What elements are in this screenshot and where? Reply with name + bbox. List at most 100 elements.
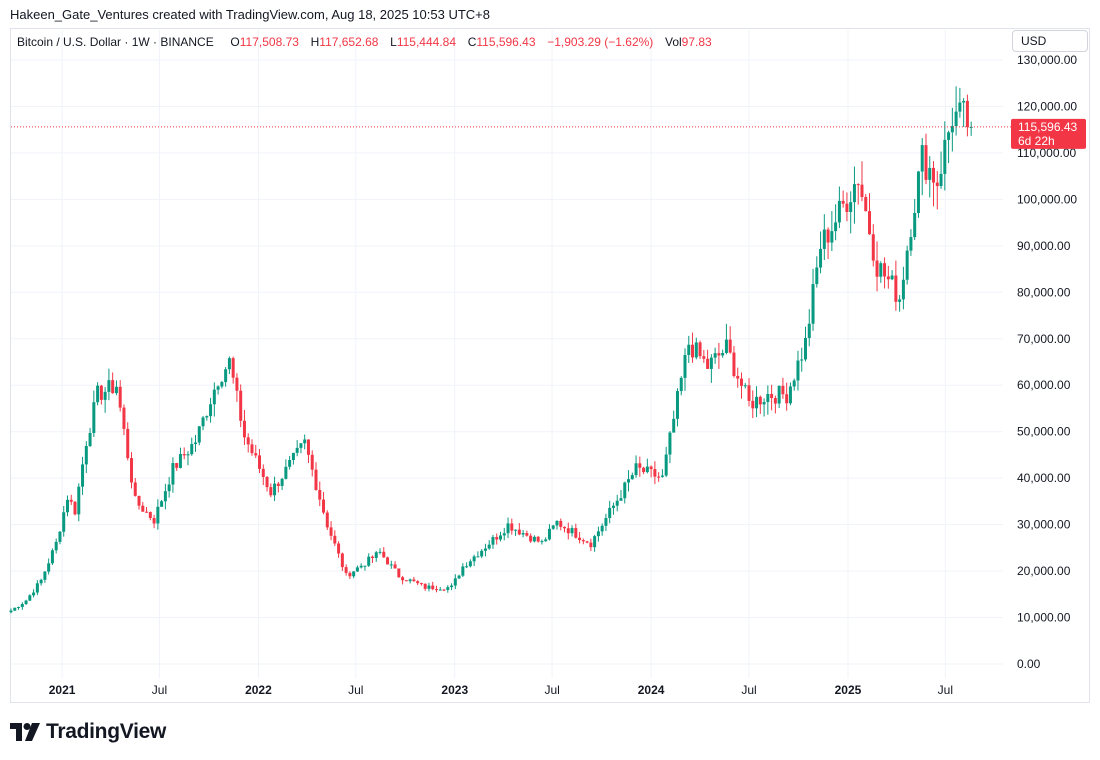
candle-body [446, 587, 450, 590]
time-tick-label: 2025 [835, 683, 862, 697]
candle-body [777, 385, 781, 404]
close-key: C [467, 35, 477, 49]
time-tick-label: 2022 [245, 683, 272, 697]
candle-body [472, 556, 476, 562]
price-tick-label: 10,000.00 [1017, 611, 1071, 625]
candle-body [563, 526, 567, 529]
candle-body [434, 589, 438, 591]
candle-body [306, 439, 310, 455]
candle-body [657, 476, 661, 478]
candle-body [224, 369, 228, 383]
candle-body [194, 442, 198, 445]
candle-body [758, 396, 762, 405]
candle-body [785, 394, 789, 404]
candle-body [476, 556, 480, 558]
candle-body [901, 279, 905, 300]
candle-body [137, 495, 141, 506]
candle-body [386, 557, 390, 565]
candle-body [412, 579, 416, 582]
candle-body [209, 404, 213, 417]
candle-body [389, 564, 393, 566]
candle-body [20, 603, 24, 608]
time-tick-label: Jul [938, 683, 953, 697]
candle-body [800, 359, 804, 361]
candle-body [340, 553, 344, 568]
candle-body [913, 213, 917, 238]
open-value: 117,508.73 [239, 35, 299, 49]
candle-body [536, 536, 540, 542]
candle-body [295, 447, 299, 453]
candle-body [73, 501, 77, 515]
candle-body [694, 342, 698, 358]
candle-body [611, 505, 615, 508]
candle-body [175, 463, 179, 468]
candle-body [401, 577, 405, 581]
candle-body [442, 589, 446, 591]
candle-body [683, 355, 687, 378]
candle-body [717, 353, 721, 356]
candle-body [314, 469, 318, 490]
candle-body [660, 475, 664, 477]
candle-body [532, 536, 536, 542]
tradingview-logo[interactable]: TradingView [10, 718, 166, 746]
candle-body [721, 353, 725, 356]
candle-body [510, 523, 514, 531]
candle-body [619, 498, 623, 501]
close-value: 115,596.43 [476, 35, 536, 49]
candle-body [288, 459, 292, 467]
candle-body [589, 542, 593, 548]
candle-body [736, 375, 740, 379]
candle-body [235, 377, 239, 391]
candle-body [815, 267, 819, 285]
candle-body [615, 500, 619, 506]
candle-body [559, 520, 563, 527]
candle-body [724, 339, 728, 354]
attribution-bar: Hakeen_Gate_Ventures created with Tradin… [0, 0, 1100, 28]
price-tick-label: 110,000.00 [1017, 146, 1076, 160]
candle-body [9, 610, 13, 613]
candle-body [404, 580, 408, 582]
candle-body [920, 145, 924, 172]
candle-body [521, 533, 525, 535]
open-key: O [230, 35, 240, 49]
candle-body [939, 173, 943, 187]
candle-body [555, 520, 559, 526]
candle-body [675, 391, 679, 419]
candle-body [596, 531, 600, 537]
time-tick-label: 2023 [441, 683, 468, 697]
candle-body [465, 566, 469, 568]
candle-body [627, 479, 631, 483]
candle-body [506, 523, 510, 534]
candle-body [943, 139, 947, 174]
candle-body [517, 529, 521, 535]
candle-body [849, 202, 853, 212]
candle-body [461, 566, 465, 576]
candle-body [39, 579, 43, 584]
candle-body [551, 525, 555, 529]
last-price-value: 115,596.43 [1018, 120, 1077, 134]
candle-body [276, 483, 280, 486]
candle-body [382, 551, 386, 558]
candle-body [453, 578, 457, 586]
candle-body [291, 452, 295, 460]
candle-body [638, 463, 642, 468]
price-tick-label: 60,000.00 [1017, 378, 1071, 392]
candle-body [755, 396, 759, 409]
price-axis: 0.00 10,000.00 20,000.00 30,000.00 40,000.00… [1017, 53, 1077, 671]
candle-body [747, 385, 751, 401]
candle-body [393, 564, 397, 569]
candle-body [770, 394, 774, 399]
price-tick-label: 30,000.00 [1017, 518, 1071, 532]
candle-body [947, 132, 951, 140]
candle-body [845, 203, 849, 212]
grid-lines [11, 30, 1003, 678]
candle-body [890, 275, 894, 280]
candle-body [17, 607, 21, 609]
candle-body [254, 453, 258, 456]
candle-body [197, 426, 201, 443]
currency-button[interactable]: USD [1012, 30, 1088, 52]
candle-body [578, 537, 582, 541]
candle-body [792, 380, 796, 387]
candle-body [65, 499, 69, 513]
